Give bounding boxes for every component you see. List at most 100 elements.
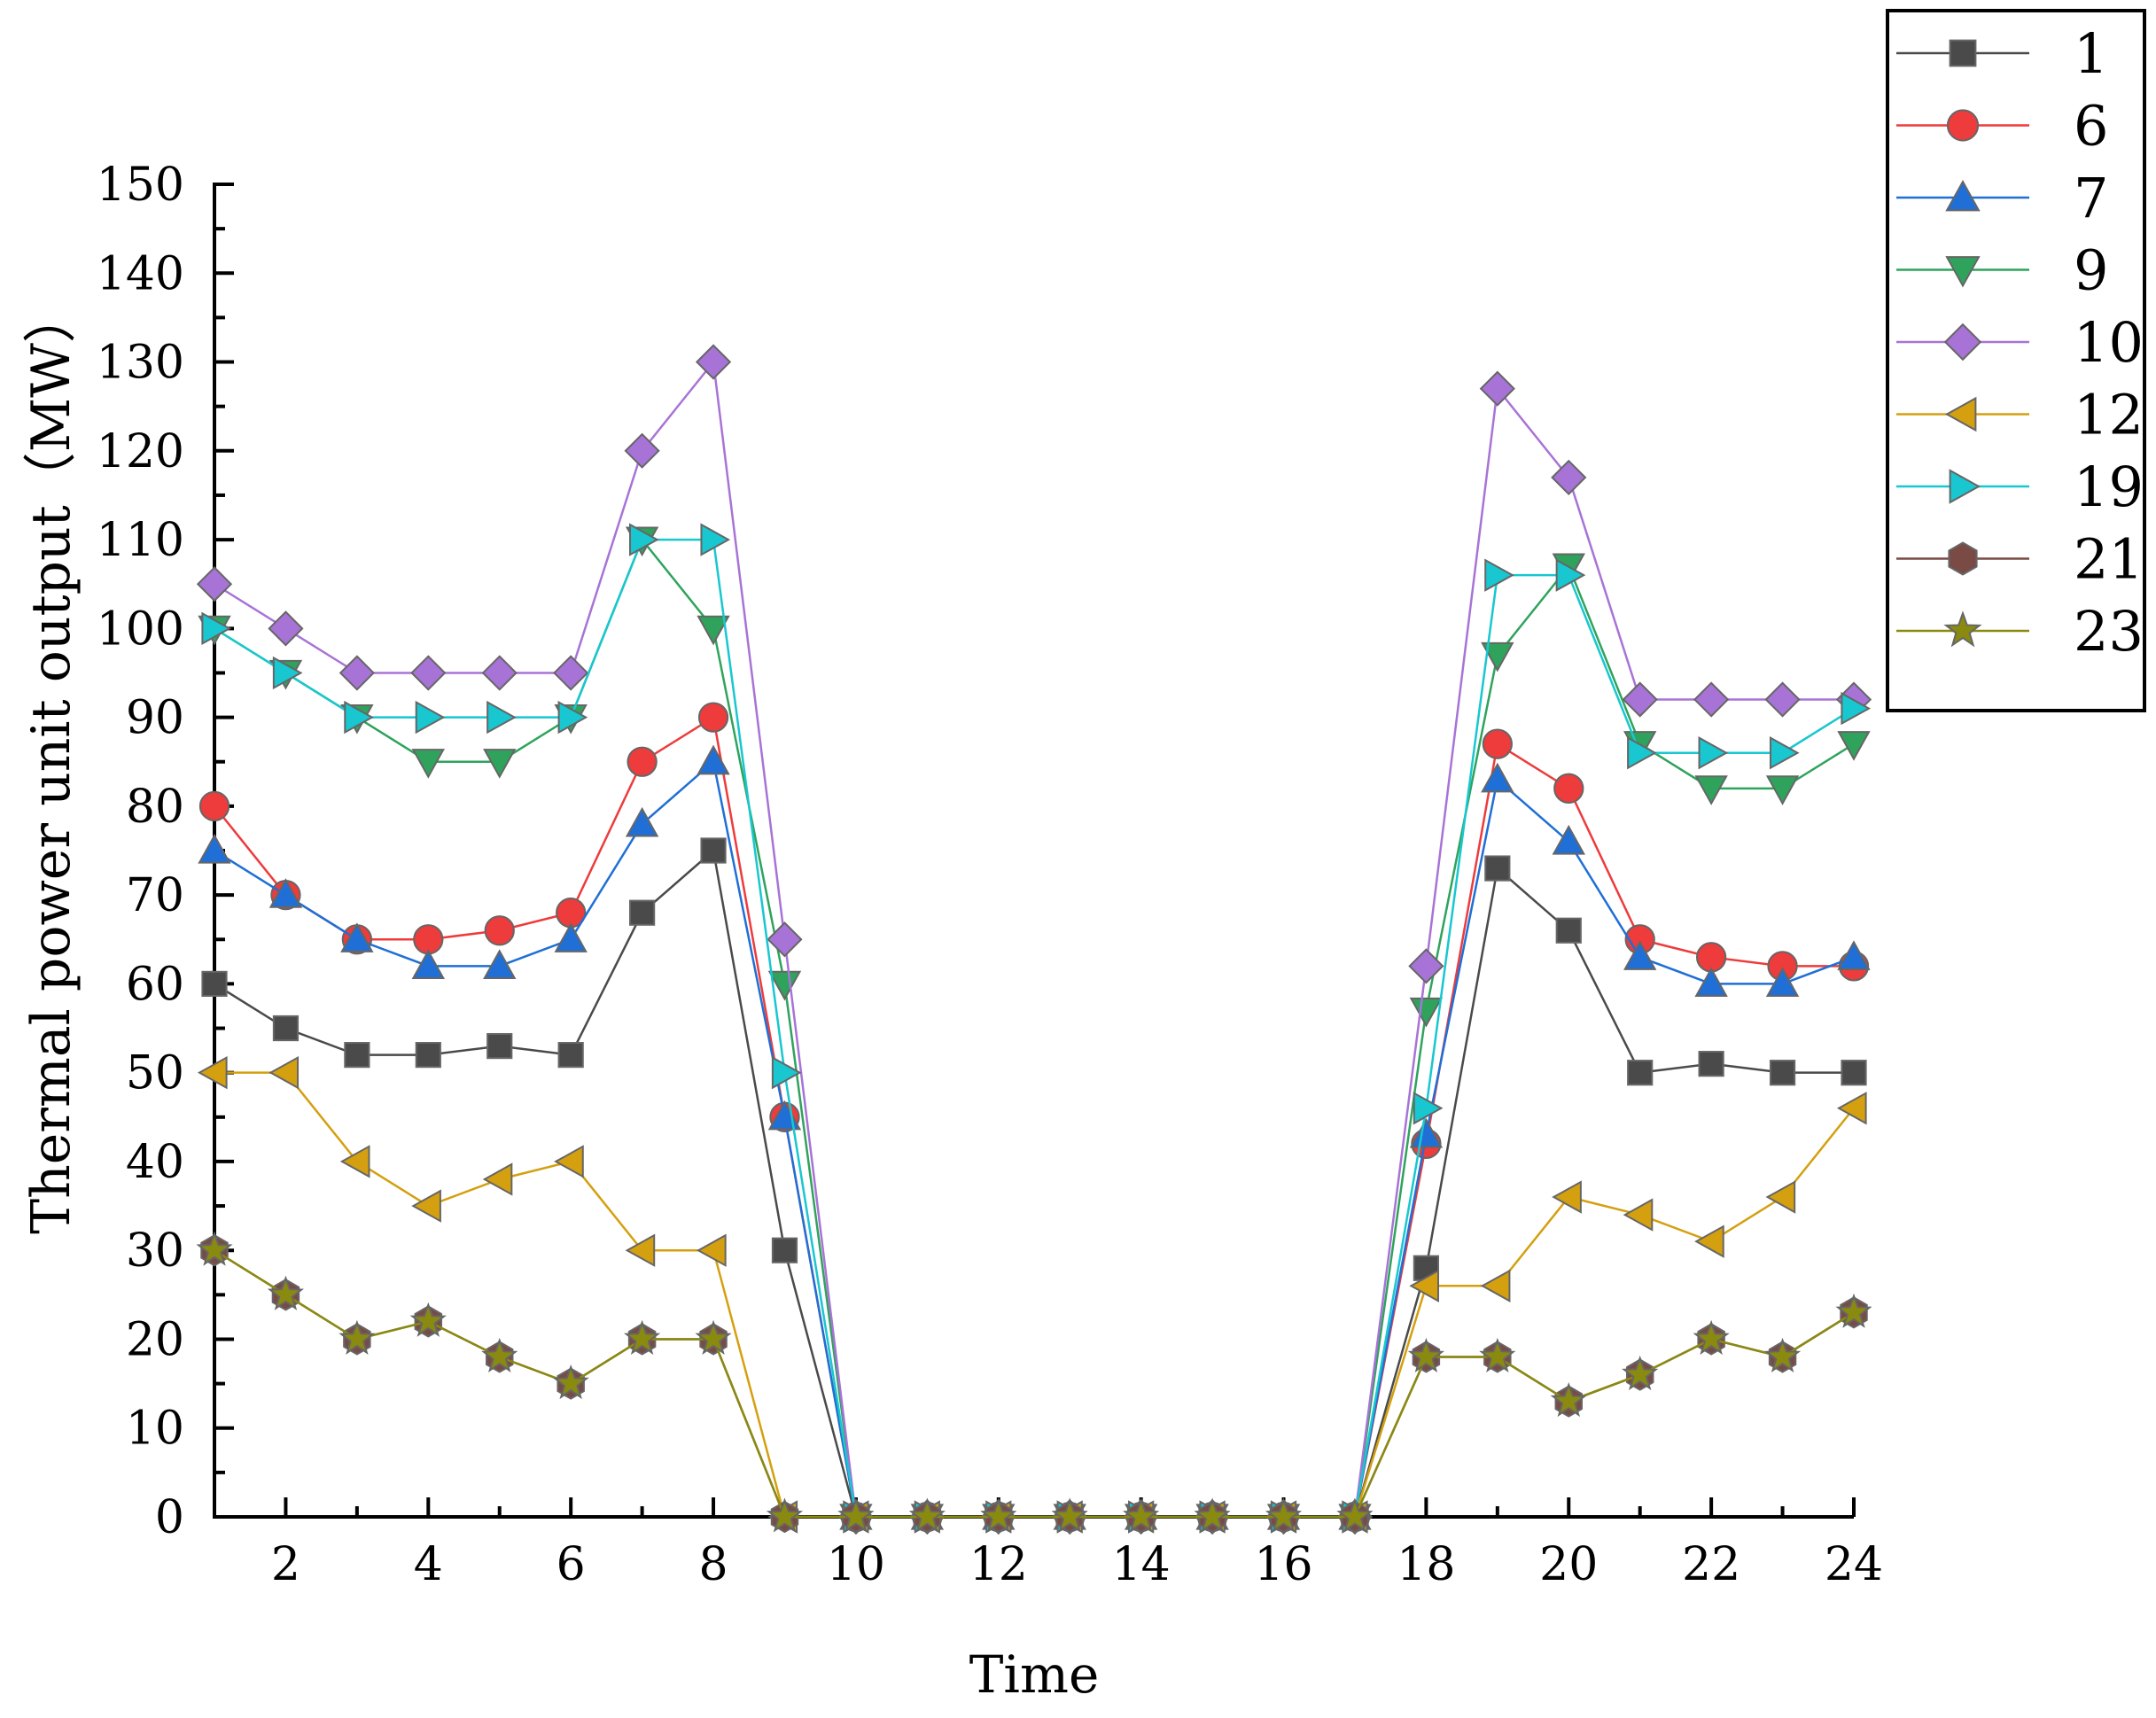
data-point-12: [1552, 1180, 1582, 1214]
x-axis-label: Time: [969, 1644, 1100, 1705]
legend-label: 19: [2074, 455, 2144, 519]
data-point-19: [415, 700, 446, 735]
data-point-1: [557, 1042, 584, 1069]
legend-entry: 21: [1896, 527, 2144, 592]
series-1: [201, 837, 1867, 1530]
legend-marker: [1949, 469, 1981, 504]
data-point-23: [1693, 1319, 1730, 1355]
y-tick-label: 60: [126, 958, 184, 1011]
y-tick-label: 20: [126, 1313, 184, 1366]
data-point-1: [1698, 1051, 1724, 1077]
data-point-23: [837, 1497, 875, 1533]
y-tick-label: 0: [155, 1491, 184, 1544]
data-point-23: [196, 1231, 233, 1266]
x-tick-label: 2: [271, 1538, 300, 1591]
data-point-19: [1413, 1092, 1444, 1125]
data-point-19: [557, 700, 588, 735]
data-point-23: [552, 1364, 589, 1400]
legend-marker: [1945, 179, 1981, 212]
data-point-19: [201, 611, 232, 646]
legend-label: 23: [2074, 599, 2144, 664]
legend-label: 9: [2074, 238, 2108, 303]
legend-marker: [1944, 396, 1977, 432]
axes: [213, 184, 1854, 1519]
data-point-23: [1479, 1337, 1516, 1373]
data-point-7: [554, 922, 588, 952]
data-point-9: [697, 615, 730, 646]
data-point-6: [484, 915, 515, 946]
data-point-6: [697, 702, 729, 733]
legend-label: 1: [2074, 21, 2108, 86]
data-point-1: [486, 1032, 513, 1060]
data-point-12: [197, 1055, 228, 1090]
data-point-7: [483, 949, 517, 979]
data-point-12: [1836, 1092, 1867, 1125]
series-6: [198, 702, 1870, 1533]
series-10: [196, 344, 1872, 1535]
x-tick-label: 6: [557, 1538, 586, 1591]
series-7: [198, 744, 1871, 1530]
data-point-12: [1409, 1269, 1439, 1303]
data-point-1: [700, 837, 727, 864]
y-tick-label: 40: [126, 1136, 184, 1189]
data-point-23: [1194, 1497, 1231, 1533]
data-point-23: [267, 1275, 305, 1310]
legend-box: [1886, 9, 2146, 712]
y-tick-label: 100: [97, 602, 184, 656]
data-point-23: [1051, 1497, 1088, 1533]
data-point-1: [272, 1014, 300, 1042]
data-point-1: [629, 899, 656, 926]
data-point-1: [771, 1237, 798, 1263]
series-line-10: [214, 359, 1854, 1519]
y-tick-label: 50: [126, 1047, 184, 1100]
legend-entry: 12: [1896, 383, 2144, 447]
y-tick-label: 10: [126, 1403, 184, 1456]
data-point-23: [695, 1319, 732, 1355]
data-point-10: [1622, 681, 1658, 718]
data-point-10: [695, 344, 732, 380]
x-tick-label: 22: [1682, 1538, 1740, 1591]
data-point-7: [1765, 967, 1800, 997]
data-point-9: [1481, 641, 1514, 672]
data-point-7: [1837, 940, 1871, 970]
data-point-19: [629, 523, 659, 556]
series-line-19: [214, 538, 1855, 1519]
y-tick-label: 80: [126, 781, 184, 834]
x-tick-label: 8: [698, 1538, 728, 1591]
data-point-10: [1764, 681, 1801, 718]
data-point-19: [700, 523, 731, 556]
data-point-7: [198, 833, 231, 864]
data-point-19: [1698, 736, 1729, 770]
data-point-23: [624, 1319, 661, 1355]
data-point-7: [1409, 1117, 1444, 1148]
data-point-1: [415, 1042, 441, 1069]
data-point-19: [1627, 736, 1657, 770]
legend-entry: 9: [1896, 238, 2108, 303]
data-point-1: [344, 1042, 370, 1069]
legend-entry: 6: [1896, 94, 2108, 159]
y-tick-label: 130: [97, 337, 184, 390]
data-point-12: [1623, 1198, 1654, 1232]
y-tick-label: 120: [97, 425, 184, 478]
series-12: [197, 1055, 1867, 1534]
data-point-1: [1627, 1060, 1654, 1086]
data-point-7: [625, 806, 659, 837]
legend-entry: 7: [1896, 166, 2108, 230]
data-point-12: [339, 1145, 370, 1178]
legend-label: 7: [2074, 166, 2108, 230]
legend-marker: [1948, 541, 1978, 576]
x-tick-label: 20: [1539, 1538, 1598, 1591]
legend-label: 6: [2074, 94, 2108, 159]
data-point-19: [486, 700, 517, 735]
data-point-10: [624, 432, 660, 469]
data-point-1: [201, 970, 228, 998]
x-tick-label: 14: [1112, 1538, 1171, 1591]
data-point-12: [269, 1055, 300, 1090]
data-point-1: [1769, 1060, 1796, 1086]
data-point-7: [1623, 940, 1657, 970]
data-point-23: [481, 1337, 518, 1373]
data-point-12: [554, 1145, 584, 1178]
data-point-9: [1837, 731, 1871, 761]
data-point-19: [1841, 691, 1872, 726]
